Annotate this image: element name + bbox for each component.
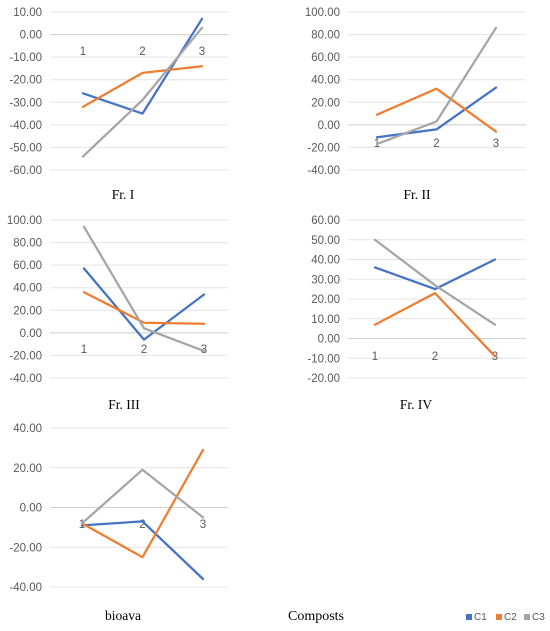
charts-group: 10.000.00-10.00-20.00-30.00-40.00-50.00-… <box>7 7 526 623</box>
chart-2: 100.00 80.00 60.00 40.00 20.00 0.00 -20.00 -40.… <box>305 7 526 202</box>
x-category-label: 1 <box>80 46 86 58</box>
series-line-c3 <box>375 26 498 146</box>
series-line-c1 <box>82 267 206 341</box>
legend-label: C3 <box>532 612 545 623</box>
chart-1: 10.00 0.00 -10.00 -20.00 -30.00 -40.00 -50.00 -… <box>9 7 228 202</box>
series-line-c1 <box>373 258 497 291</box>
y-tick-label: -20.00 <box>307 142 340 154</box>
x-category-label: 1 <box>81 344 87 356</box>
x-category-label: 2 <box>433 138 439 150</box>
x-category-label: 1 <box>372 351 378 363</box>
legend-swatch-c1 <box>466 614 472 620</box>
legend-label: C1 <box>474 612 487 623</box>
chart-title: Fr. I <box>112 187 135 202</box>
y-tick-label: 40.00 <box>311 75 340 87</box>
y-tick-label: -40.00 <box>307 165 340 177</box>
y-tick-label: 100.00 <box>305 7 340 19</box>
y-tick-label: 80.00 <box>311 30 340 42</box>
y-tick-label: -60.00 <box>9 165 42 177</box>
y-tick-label: 40.00 <box>13 283 42 295</box>
chart-title: Fr. IV <box>400 397 433 412</box>
chart-title: Fr. II <box>404 187 432 202</box>
y-tick-label: 100.00 <box>7 215 42 227</box>
y-tick-label: -40.00 <box>9 373 42 385</box>
chart-title: Fr. III <box>108 397 140 412</box>
y-tick-label: -50.00 <box>9 142 42 154</box>
series-line-c2 <box>80 448 205 559</box>
y-tick-label: 0.00 <box>318 120 340 132</box>
y-tick-label: 60.00 <box>311 215 340 227</box>
series-line-c1 <box>80 520 205 581</box>
series-line-c1 <box>375 86 498 139</box>
x-category-label: 2 <box>139 46 145 58</box>
series-line-c2 <box>82 291 206 325</box>
legend-swatch-c2 <box>496 614 502 620</box>
y-tick-label: -20.00 <box>9 75 42 87</box>
chart-3: 100.00 80.00 60.00 40.00 20.00 0.00 -20.00 -40.… <box>7 215 228 412</box>
y-tick-label: -20.00 <box>9 542 42 554</box>
y-tick-label: 40.00 <box>311 255 340 267</box>
x-category-label: 2 <box>141 344 147 356</box>
chart-4: 60.00 50.00 40.00 30.00 20.00 10.00 0.00 -10.00… <box>307 215 526 412</box>
y-tick-label: 10.00 <box>311 314 340 326</box>
y-tick-label: -10.00 <box>9 52 42 64</box>
y-tick-label: 0.00 <box>20 503 42 515</box>
y-tick-label: -30.00 <box>9 97 42 109</box>
y-tick-label: 0.00 <box>20 328 42 340</box>
y-tick-label: 0.00 <box>318 334 340 346</box>
series-line-c3 <box>373 238 497 326</box>
series-line-c2 <box>375 87 498 133</box>
y-tick-label: 80.00 <box>13 238 42 250</box>
x-category-label: 3 <box>200 519 206 531</box>
x-category-label: 3 <box>199 46 205 58</box>
chart-title: bioava <box>105 608 141 623</box>
y-tick-label: 20.00 <box>311 294 340 306</box>
y-tick-label: -20.00 <box>9 350 42 362</box>
series-line-c2 <box>373 291 497 358</box>
y-tick-label: 30.00 <box>311 274 340 286</box>
series-line-c3 <box>80 468 205 525</box>
y-tick-label: 60.00 <box>311 52 340 64</box>
y-tick-label: 40.00 <box>13 423 42 435</box>
legend-swatch-c3 <box>524 614 530 620</box>
legend-label: C2 <box>504 612 517 623</box>
y-tick-label: -40.00 <box>9 582 42 594</box>
y-tick-label: -10.00 <box>307 353 340 365</box>
series-line-c3 <box>81 26 204 158</box>
y-tick-label: 20.00 <box>13 463 42 475</box>
x-category-label: 3 <box>493 138 499 150</box>
x-category-label: 2 <box>139 519 145 531</box>
figure-caption: Composts <box>288 609 344 624</box>
series-line-c2 <box>81 65 204 108</box>
y-tick-label: -20.00 <box>307 373 340 385</box>
x-category-label: 2 <box>432 351 438 363</box>
legend: C1 C2 C3 <box>466 612 545 623</box>
y-tick-label: -40.00 <box>9 120 42 132</box>
y-tick-label: 20.00 <box>311 97 340 109</box>
y-tick-label: 10.00 <box>13 7 42 19</box>
y-tick-label: 50.00 <box>311 235 340 247</box>
series-line-c3 <box>82 225 206 353</box>
y-tick-label: 60.00 <box>13 260 42 272</box>
y-tick-label: 0.00 <box>20 30 42 42</box>
y-tick-label: 20.00 <box>13 305 42 317</box>
